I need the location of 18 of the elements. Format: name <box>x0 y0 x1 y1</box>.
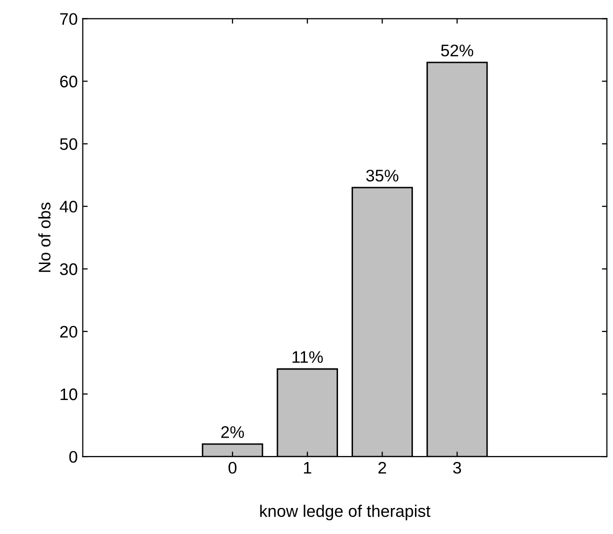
annotation: 35% <box>366 170 398 182</box>
y-tick-label: 20 <box>60 326 78 338</box>
y-tick-label: 40 <box>60 200 78 213</box>
x-tick-label: 1 <box>304 462 312 474</box>
y-axis-title: No of obs <box>38 202 51 272</box>
y-tick-label: 0 <box>69 450 78 463</box>
y-tick-label: 60 <box>60 76 78 88</box>
y-tick-label: 10 <box>60 388 78 400</box>
y-tick-label: 50 <box>60 138 78 150</box>
annotation: 11% <box>292 351 323 363</box>
annotation: 2% <box>221 426 244 438</box>
x-tick-label: 2 <box>378 462 386 474</box>
x-tick-label: 3 <box>453 462 462 474</box>
y-tick-label: 30 <box>60 263 78 276</box>
x-axis-title: know ledge of therapist <box>260 504 430 520</box>
annotation: 52% <box>441 44 474 56</box>
y-tick-label: 70 <box>60 13 78 25</box>
x-tick-label: 0 <box>228 462 236 474</box>
